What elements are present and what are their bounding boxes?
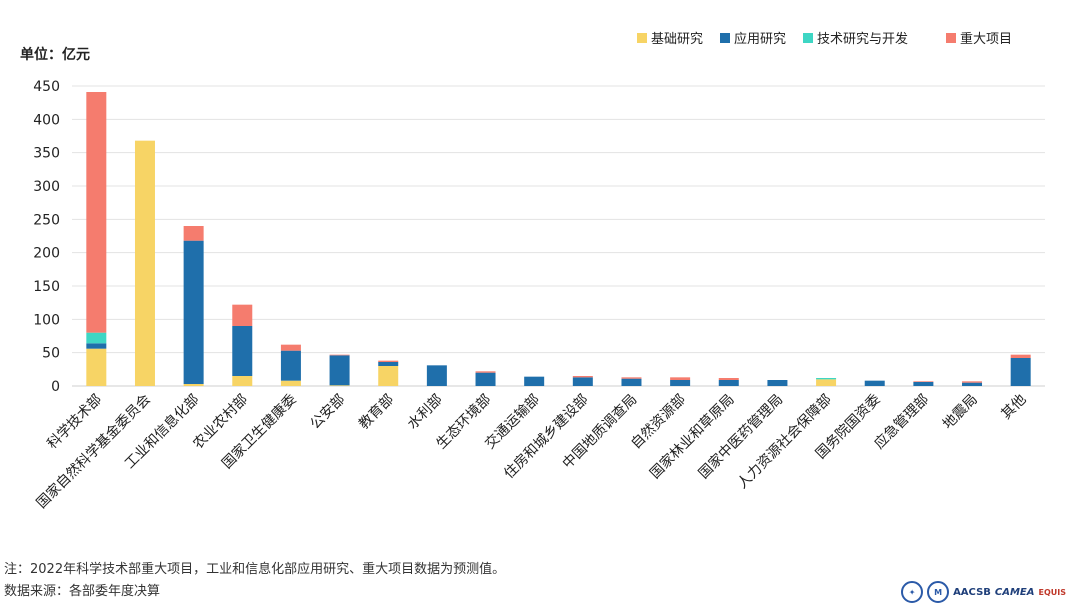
- bar-segment: [864, 380, 885, 386]
- y-tick-label: 0: [51, 379, 60, 395]
- bar-segment: [183, 240, 204, 384]
- y-tick-label: 350: [33, 146, 60, 162]
- bar-segment: [913, 382, 934, 386]
- bar-segment: [183, 384, 204, 386]
- institute-logo-icon: M: [927, 581, 950, 603]
- bar-segment: [621, 377, 642, 379]
- legend-swatch: [720, 33, 730, 43]
- bar-segment: [475, 372, 496, 386]
- x-tick-label: 住房和城乡建设部: [501, 392, 592, 483]
- bar-segment: [524, 376, 545, 386]
- legend-swatch: [637, 33, 647, 43]
- bar-segment: [670, 377, 691, 380]
- bar-segment: [621, 378, 642, 386]
- x-tick-label: 国家中医药管理局: [695, 391, 786, 482]
- legend-label: 应用研究: [734, 31, 786, 47]
- bar-segment: [1010, 358, 1031, 386]
- bar-segment: [329, 385, 350, 386]
- bar-segment: [232, 326, 253, 376]
- bar-segment: [280, 350, 301, 381]
- bar-segment: [86, 343, 107, 349]
- bar-segment: [280, 344, 301, 351]
- equis-logo: EQUIS: [1038, 587, 1067, 597]
- x-tick-label: 人力资源社会保障部: [734, 392, 834, 492]
- logo-strip: ✦ M AACSB CAMEA EQUIS: [901, 581, 1066, 603]
- x-tick-label: 教育部: [356, 392, 397, 433]
- bar-segment: [962, 382, 983, 386]
- y-tick-label: 450: [33, 79, 60, 95]
- bars-group: [86, 92, 1031, 386]
- bar-segment: [134, 140, 155, 386]
- university-seal-icon: ✦: [901, 581, 924, 603]
- bar-segment: [329, 354, 350, 356]
- legend-label: 技术研究与开发: [817, 31, 908, 47]
- x-tick-label: 地震局: [940, 392, 981, 433]
- bar-segment: [426, 365, 447, 386]
- bar-segment: [378, 366, 399, 386]
- y-tick-label: 400: [33, 112, 60, 128]
- bar-segment: [816, 379, 837, 386]
- bar-segment: [767, 380, 788, 386]
- y-tick-label: 150: [33, 279, 60, 295]
- bar-segment: [232, 304, 253, 326]
- bar-segment: [86, 332, 107, 344]
- bar-segment: [378, 362, 399, 366]
- x-tick-label: 水利部: [405, 392, 446, 433]
- bar-segment: [1010, 354, 1031, 358]
- chart-grid: [72, 85, 1045, 387]
- y-axis: 0 50 100 150 200 250 300 350 400 450: [33, 79, 60, 395]
- y-tick-label: 250: [33, 212, 60, 228]
- bar-segment: [572, 377, 593, 386]
- y-tick-label: 50: [42, 346, 60, 362]
- bar-segment: [718, 378, 739, 380]
- x-tick-label: 其他: [998, 392, 1029, 423]
- camea-logo: CAMEA: [994, 586, 1035, 598]
- bar-segment: [670, 380, 691, 386]
- footnote: 注：2022年科学技术部重大项目，工业和信息化部应用研究、重大项目数据为预测值。: [4, 562, 506, 577]
- bar-segment: [280, 380, 301, 386]
- data-source: 数据来源：各部委年度决算: [4, 584, 161, 599]
- y-tick-label: 300: [33, 179, 60, 195]
- legend-swatch: [803, 33, 813, 43]
- bar-segment: [475, 371, 496, 373]
- bar-segment: [572, 376, 593, 378]
- bar-segment: [86, 92, 107, 333]
- bar-segment: [86, 348, 107, 386]
- bar-segment: [913, 381, 934, 382]
- legend-label: 基础研究: [651, 32, 703, 47]
- unit-label: 单位：亿元: [20, 46, 90, 63]
- bar-segment: [183, 226, 204, 241]
- x-tick-label: 国家林业和草原局: [646, 391, 737, 482]
- bar-segment: [378, 360, 399, 362]
- bar-segment: [718, 380, 739, 386]
- chart-legend: 基础研究 应用研究 技术研究与开发 重大项目: [637, 31, 1012, 47]
- bar-segment: [962, 381, 983, 383]
- bar-segment: [329, 355, 350, 386]
- x-tick-label: 公安部: [307, 392, 348, 433]
- bar-segment: [232, 376, 253, 386]
- legend-label: 重大项目: [960, 31, 1012, 47]
- y-tick-label: 100: [33, 312, 60, 328]
- y-tick-label: 200: [33, 246, 60, 262]
- bar-segment: [816, 378, 837, 380]
- legend-swatch: [946, 33, 956, 43]
- aacsb-logo: AACSB: [953, 586, 991, 598]
